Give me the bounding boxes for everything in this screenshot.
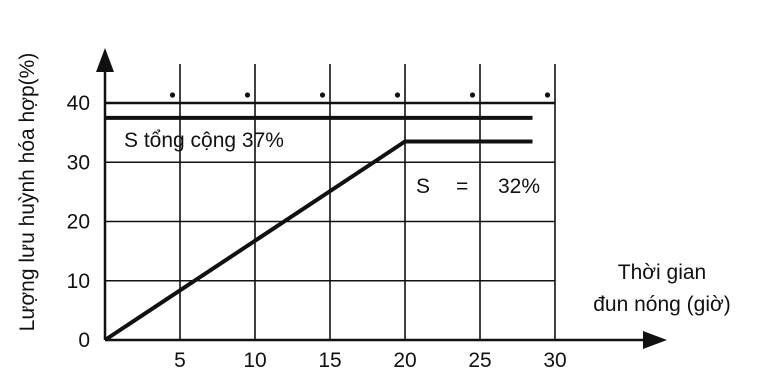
x-axis-arrow-icon xyxy=(643,331,667,349)
x-tick-label: 25 xyxy=(468,349,491,370)
series-lines xyxy=(103,115,533,342)
grid-layer xyxy=(105,64,556,340)
y-tick-label: 20 xyxy=(67,211,90,234)
top-dots xyxy=(169,92,551,98)
y-tick-label: 40 xyxy=(67,92,90,115)
top-dot xyxy=(169,92,176,98)
annotation-equals: = xyxy=(456,175,468,198)
x-tick-label: 10 xyxy=(243,349,266,370)
y-tick-label: 30 xyxy=(67,151,90,174)
x-axis-label-line1: Thời gian xyxy=(618,261,706,284)
y-tick-label: 10 xyxy=(67,270,90,293)
y-tick-label: 0 xyxy=(78,329,90,352)
x-tick-label: 5 xyxy=(174,349,186,370)
top-dot xyxy=(394,92,401,98)
y-axis-arrow-icon xyxy=(96,48,114,72)
axis-layer xyxy=(96,48,667,349)
x-tick-label: 20 xyxy=(393,349,416,370)
x-tick-label: 15 xyxy=(318,349,341,370)
x-tick-label: 30 xyxy=(543,349,566,370)
top-dot xyxy=(469,92,476,98)
top-dot xyxy=(544,92,551,98)
top-dot xyxy=(244,92,251,98)
tick-labels: 5 10 15 20 25 30 0 10 20 30 40 xyxy=(67,92,567,370)
y-axis-label: Lượng lưu huỳnh hóa hợp(%) xyxy=(16,53,39,332)
annotation-total: S tổng cộng 37% xyxy=(124,129,284,152)
annotation-percent: 32% xyxy=(498,175,540,198)
annotation-s-letter: S xyxy=(416,175,430,198)
series-line-1 xyxy=(103,139,533,342)
top-dot xyxy=(319,92,326,98)
x-axis-label-line2: đun nóng (giờ) xyxy=(593,293,731,316)
